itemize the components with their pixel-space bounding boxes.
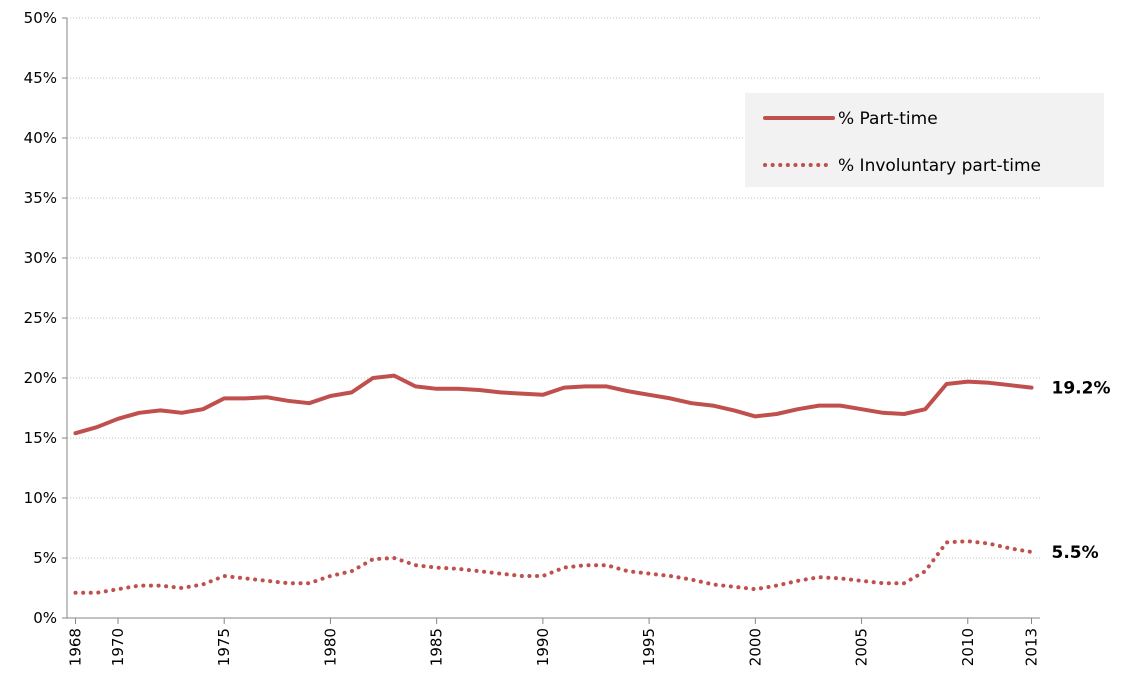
data-label: 19.2% bbox=[1052, 379, 1111, 399]
x-tick-label: 1970 bbox=[109, 628, 127, 666]
y-tick-label: 30% bbox=[24, 249, 57, 267]
x-tick-label: 1968 bbox=[66, 628, 84, 666]
x-tick-label: 2000 bbox=[746, 628, 764, 666]
x-tick-label: 1985 bbox=[428, 628, 446, 666]
series-line bbox=[73, 373, 1034, 436]
y-tick-label: 5% bbox=[33, 549, 57, 567]
y-tick-label: 40% bbox=[24, 129, 57, 147]
data-label: 5.5% bbox=[1052, 543, 1099, 563]
y-tick-label: 0% bbox=[33, 609, 57, 627]
y-tick-label: 50% bbox=[24, 9, 57, 27]
y-tick-label: 35% bbox=[24, 189, 57, 207]
legend: % Part-time % Involuntary part-time bbox=[745, 93, 1104, 187]
x-tick-label: 2010 bbox=[959, 628, 977, 666]
x-tick-label: 2005 bbox=[853, 628, 871, 666]
y-tick-label: 45% bbox=[24, 69, 57, 87]
legend-label: % Part-time bbox=[838, 109, 938, 129]
x-tick-label: 1990 bbox=[534, 628, 552, 666]
y-tick-label: 25% bbox=[24, 309, 57, 327]
legend-box bbox=[745, 93, 1104, 187]
legend-label: % Involuntary part-time bbox=[838, 156, 1041, 176]
series-line bbox=[73, 539, 1034, 595]
x-tick-label: 1975 bbox=[215, 628, 233, 666]
y-tick-label: 20% bbox=[24, 369, 57, 387]
y-tick-label: 15% bbox=[24, 429, 57, 447]
y-tick-label: 10% bbox=[24, 489, 57, 507]
x-tick-label: 2013 bbox=[1023, 628, 1041, 666]
x-tick-label: 1980 bbox=[321, 628, 339, 666]
x-tick-label: 1995 bbox=[640, 628, 658, 666]
